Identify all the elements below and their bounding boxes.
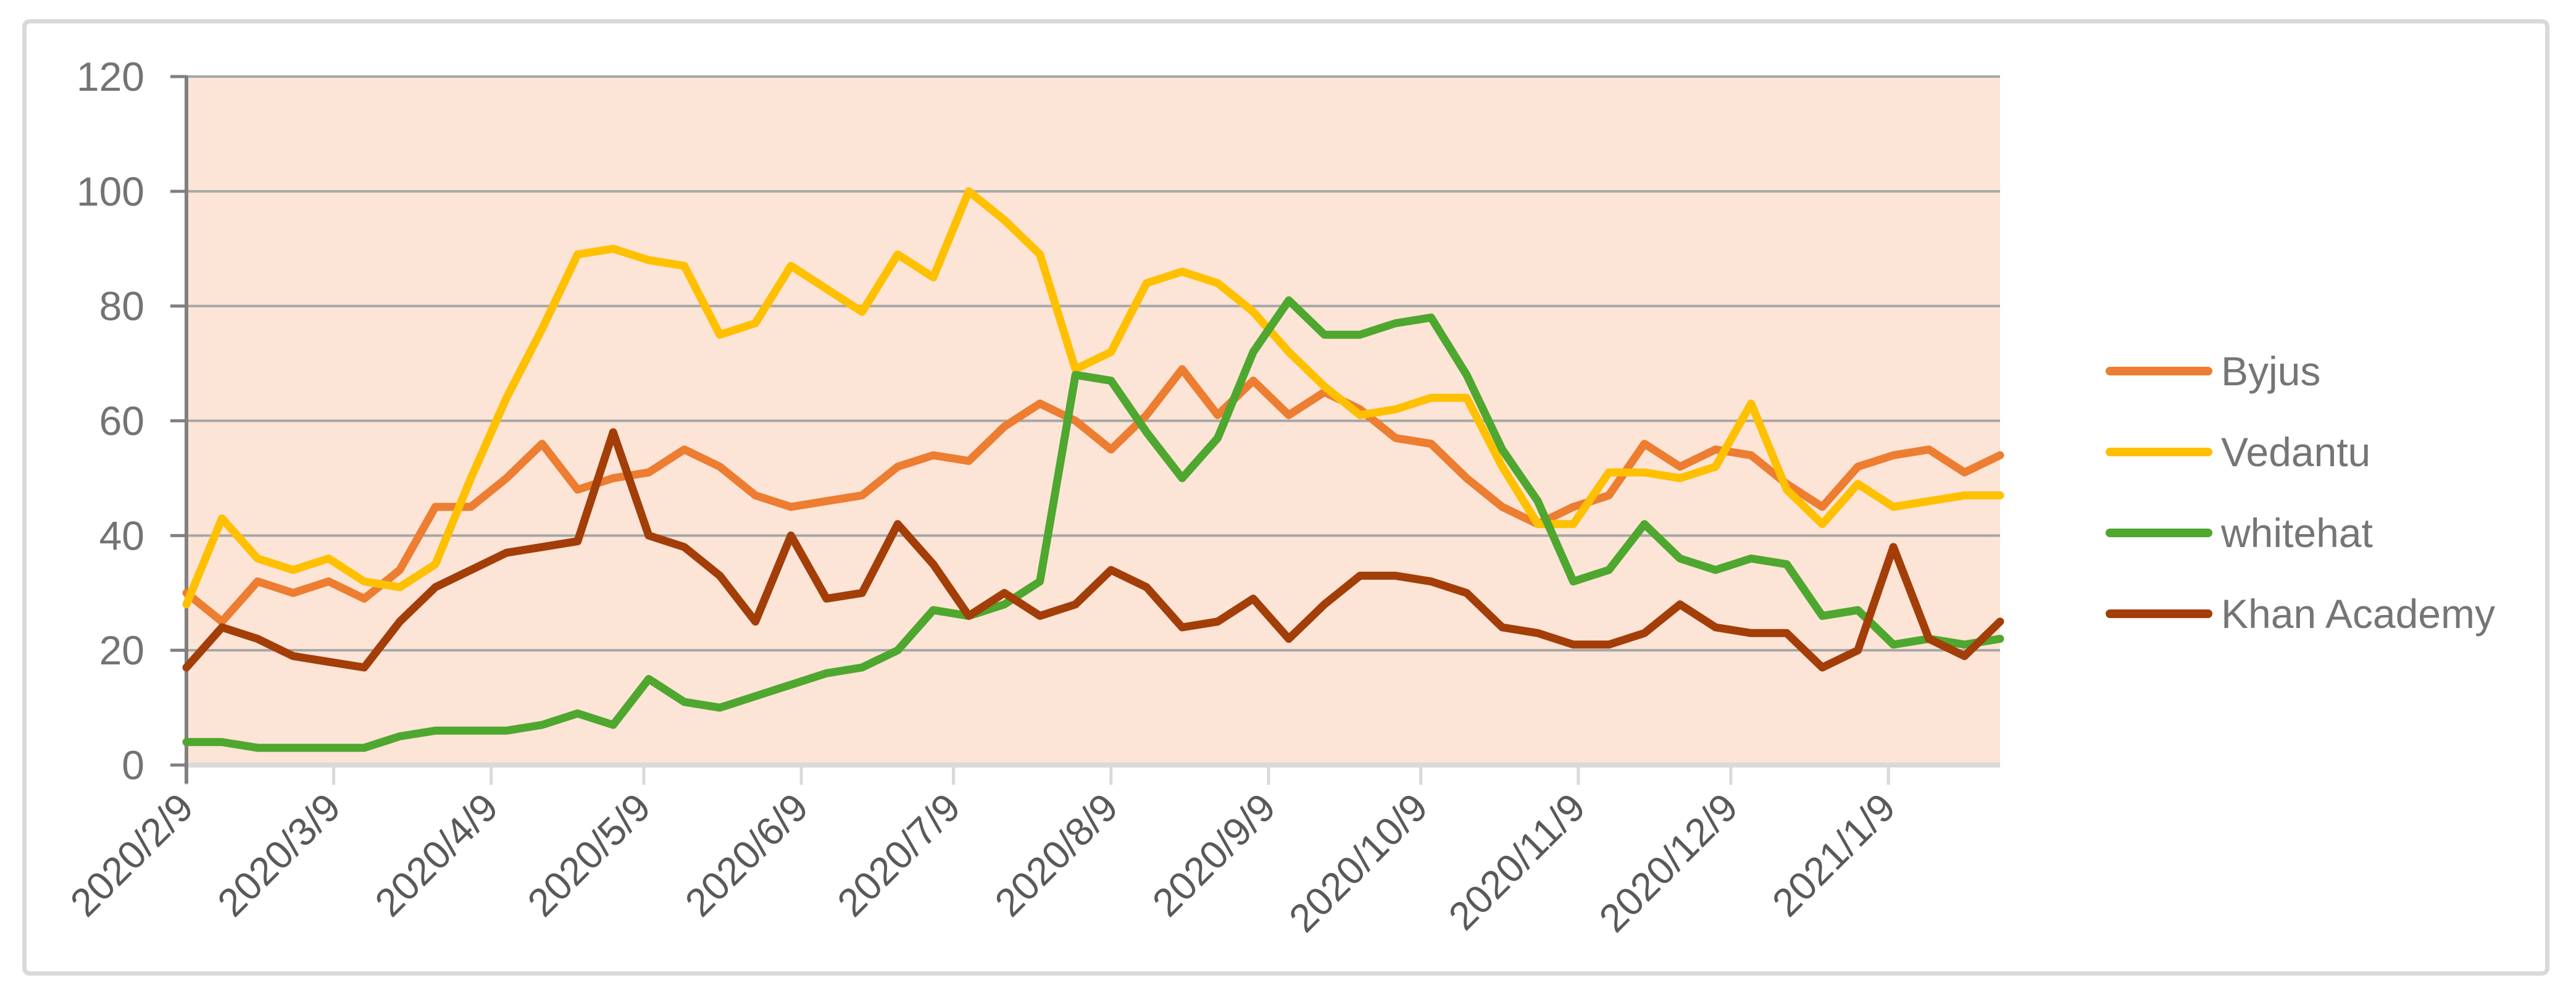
y-tick-label-120: 120 [77, 54, 144, 99]
legend-swatch-whitehat [2106, 528, 2212, 537]
legend-swatch-vedantu [2106, 447, 2212, 456]
legend-label-khan-academy: Khan Academy [2221, 590, 2495, 637]
x-tick-label-10: 2020/12/9 [1591, 785, 1746, 940]
x-tick-label-6: 2020/8/9 [986, 785, 1127, 925]
legend-item-byjus: Byjus [2106, 330, 2495, 411]
legend-swatch-byjus [2106, 366, 2212, 375]
legend-label-byjus: Byjus [2221, 348, 2321, 394]
x-tick-label-11: 2021/1/9 [1764, 785, 1904, 925]
x-tick-label-9: 2020/11/9 [1440, 785, 1594, 939]
y-tick-label-60: 60 [99, 398, 144, 444]
series-line-vedantu [182, 187, 2004, 609]
legend: Byjus Vedantu whitehat Khan Academy [2106, 330, 2495, 654]
x-tick-label-5: 2020/7/9 [828, 785, 969, 925]
x-tick-label-8: 2020/10/9 [1280, 785, 1436, 940]
y-tick-label-80: 80 [99, 283, 144, 329]
y-tick-label-20: 20 [99, 627, 144, 673]
x-tick-label-1: 2020/3/9 [209, 785, 349, 925]
x-tick-label-2: 2020/4/9 [367, 785, 507, 925]
y-tick-label-40: 40 [99, 512, 144, 558]
legend-label-vedantu: Vedantu [2221, 429, 2371, 475]
series-line-byjus [182, 365, 2004, 626]
x-tick-label-4: 2020/6/9 [677, 785, 817, 925]
legend-item-whitehat: whitehat [2106, 492, 2495, 573]
y-tick-label-100: 100 [77, 169, 144, 214]
legend-item-khan-academy: Khan Academy [2106, 573, 2495, 654]
legend-label-whitehat: whitehat [2221, 509, 2373, 556]
series-line-khan-academy [182, 428, 2004, 672]
x-tick-label-7: 2020/9/9 [1144, 785, 1284, 925]
series-line-whitehat [182, 296, 2004, 752]
y-tick-label-0: 0 [122, 742, 144, 788]
legend-item-vedantu: Vedantu [2106, 411, 2495, 492]
x-tick-label-0: 2020/2/9 [62, 785, 202, 925]
legend-swatch-khan-academy [2106, 609, 2212, 618]
x-tick-label-3: 2020/5/9 [519, 785, 659, 925]
chart-frame-border [22, 19, 2549, 976]
